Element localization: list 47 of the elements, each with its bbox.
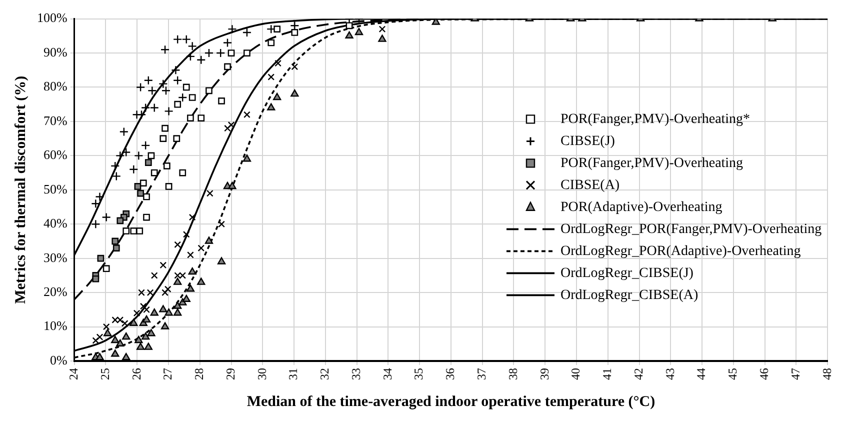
x-tick-label: 29 (223, 368, 238, 380)
x-tick-label: 43 (662, 368, 677, 380)
legend-label: OrdLogRegr_POR(Fanger,PMV)-Overheating (560, 222, 822, 237)
x-tick-label: 44 (694, 368, 708, 380)
x-tick-label: 46 (756, 368, 771, 380)
legend-label: CIBSE(A) (560, 178, 620, 193)
x-tick-label: 27 (160, 368, 175, 380)
y-tick-label: 90% (43, 44, 68, 60)
legend-label: OrdLogRegr_CIBSE(J) (560, 266, 694, 281)
legend-label: POR(Adaptive)-Overheating (560, 200, 722, 215)
y-tick-label: 0% (50, 352, 68, 368)
legend-label: POR(Fanger,PMV)-Overheating (560, 156, 744, 171)
y-tick-label: 40% (43, 216, 68, 231)
x-tick-label: 31 (286, 368, 300, 380)
y-tick-label: 80% (43, 78, 68, 94)
x-tick-label: 26 (129, 368, 144, 380)
legend-label: CIBSE(J) (560, 134, 616, 149)
x-axis-title: Median of the time-averaged indoor operative temperature (°C) (246, 394, 656, 410)
x-tick-label: 32 (318, 368, 332, 380)
y-axis-title: Metrics for thermal discomfort (%) (12, 76, 29, 304)
legend-label: OrdLogRegr_POR(Adaptive)-Overheating (560, 244, 801, 259)
y-tick-label: 60% (43, 147, 68, 162)
x-tick-label: 30 (254, 368, 269, 380)
y-tick-label: 100% (36, 10, 68, 26)
x-tick-label: 34 (380, 368, 394, 380)
x-tick-label: 40 (568, 368, 583, 380)
x-tick-label: 48 (820, 368, 834, 380)
x-tick-label: 47 (788, 368, 802, 380)
legend-label: OrdLogRegr_CIBSE(A) (560, 288, 698, 303)
x-tick-label: 39 (537, 368, 552, 380)
y-tick-label: 20% (43, 284, 68, 299)
x-tick-label: 35 (412, 368, 426, 380)
y-tick-label: 70% (43, 112, 68, 128)
x-tick-label: 24 (66, 368, 80, 380)
y-tick-label: 30% (43, 250, 68, 265)
x-tick-label: 38 (506, 368, 520, 380)
x-tick-label: 42 (631, 368, 646, 380)
x-tick-label: 45 (726, 368, 740, 380)
legend-label: POR(Fanger,PMV)-Overheating* (560, 112, 750, 127)
y-tick-label: 50% (43, 181, 68, 196)
x-tick-label: 41 (600, 368, 614, 380)
x-tick-label: 36 (443, 368, 458, 380)
x-tick-label: 28 (192, 368, 206, 380)
x-tick-label: 37 (474, 368, 489, 380)
x-tick-label: 33 (348, 368, 363, 380)
x-tick-label: 25 (98, 368, 112, 380)
y-tick-label: 10% (43, 318, 68, 334)
